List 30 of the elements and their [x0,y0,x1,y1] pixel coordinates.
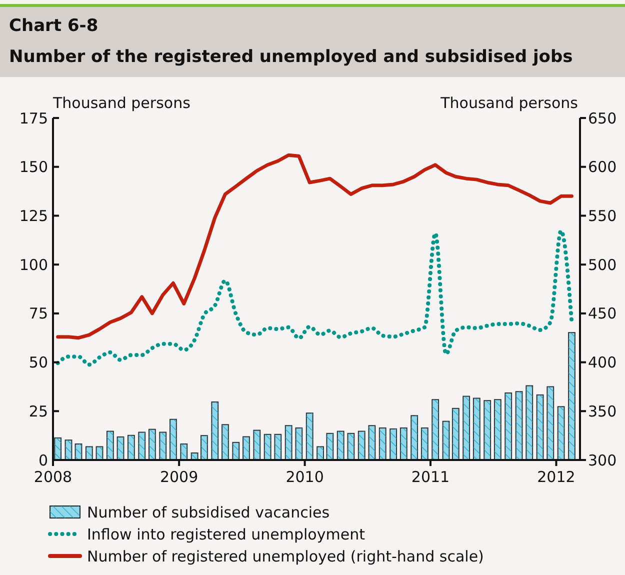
line-series [56,153,574,340]
y-tick-label: 75 [28,304,48,323]
y2-tick-label: 600 [588,158,617,176]
y-tick-label: 125 [19,206,48,225]
y2-tick-label: 550 [588,206,617,225]
x-tick-label: 2008 [34,468,72,486]
y2-tick-label: 650 [588,109,617,128]
y2-tick-label: 450 [588,304,617,323]
y-tick-label: 175 [19,109,48,128]
y2-tick-label: 500 [588,256,617,274]
legend-label: Number of registered unemployed (right-hand scale) [87,547,484,566]
y-tick-label: 50 [28,354,48,372]
y-tick-label: 25 [28,402,48,420]
y-tick-label: 0 [38,451,48,470]
x-tick-label: 2010 [286,468,324,486]
y-axis-title: Thousand persons [52,94,191,112]
chart-title: Chart 6-8 [9,16,98,36]
x-tick-label: 2009 [160,468,198,486]
y2-tick-label: 300 [588,451,617,470]
y2-tick-label: 400 [588,354,617,372]
y2-axis-title: Thousand persons [440,94,578,112]
x-tick-label: 2012 [537,468,576,486]
chart-subtitle: Number of the registered unemployed and subsidised jobs [9,47,573,67]
x-tick-label: 2011 [411,468,450,486]
y2-tick-label: 350 [588,402,617,420]
line-series [56,228,574,367]
legend-label: Number of subsidised vacancies [87,503,330,522]
legend-label: Inflow into registered unemployment [87,525,366,544]
y-tick-label: 150 [19,158,48,176]
y-tick-label: 100 [19,256,48,274]
